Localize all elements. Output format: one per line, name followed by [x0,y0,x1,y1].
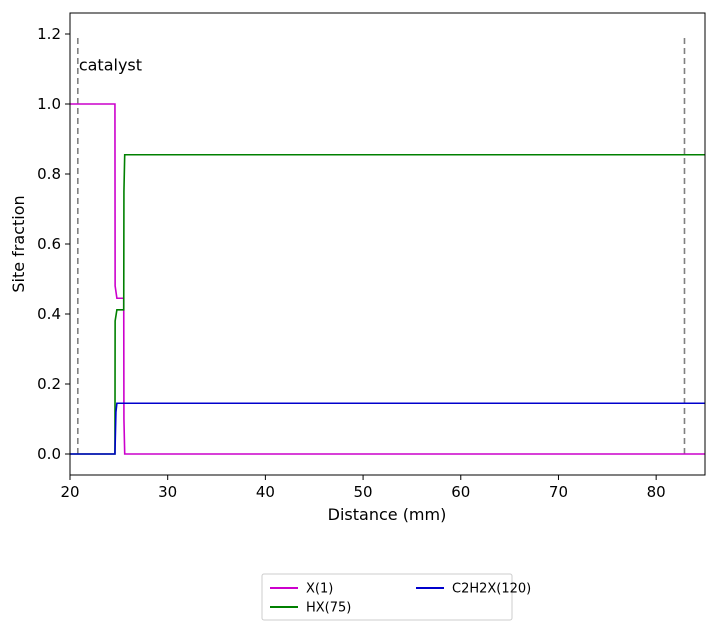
series-line-c2h2x-120 [70,402,705,455]
x-tick-label: 60 [451,483,470,501]
y-tick-label: 0.6 [37,235,61,253]
x-axis-label: Distance (mm) [328,505,447,524]
y-tick-label: 0.8 [37,165,61,183]
legend-label: X(1) [306,582,333,597]
legend-box [261,573,513,621]
x-tick-label: 80 [647,483,666,501]
y-tick-label: 0.0 [37,445,61,463]
x-tick-label: 20 [60,483,79,501]
legend-label: C2H2X(120) [452,582,531,597]
y-tick-label: 0.4 [37,305,61,323]
y-tick-label: 0.2 [37,375,61,393]
x-tick-label: 40 [256,483,275,501]
x-tick-label: 30 [158,483,177,501]
legend: X(1) HX(75) C2H2X(120) [261,573,531,621]
y-tick-label: 1.0 [37,95,61,113]
legend-label: HX(75) [306,601,351,616]
y-tick-label: 1.2 [37,25,61,43]
x-tick-label: 70 [549,483,568,501]
y-axis-label: Site fraction [9,195,28,292]
annotation-catalyst: catalyst [79,56,142,75]
series-line-x-1 [70,103,705,455]
plot-area: 20 30 40 50 60 70 80 0.0 0.2 0.4 0.6 0.8 1.0 1.2 catal… [37,12,706,501]
x-tick-label: 50 [354,483,373,501]
